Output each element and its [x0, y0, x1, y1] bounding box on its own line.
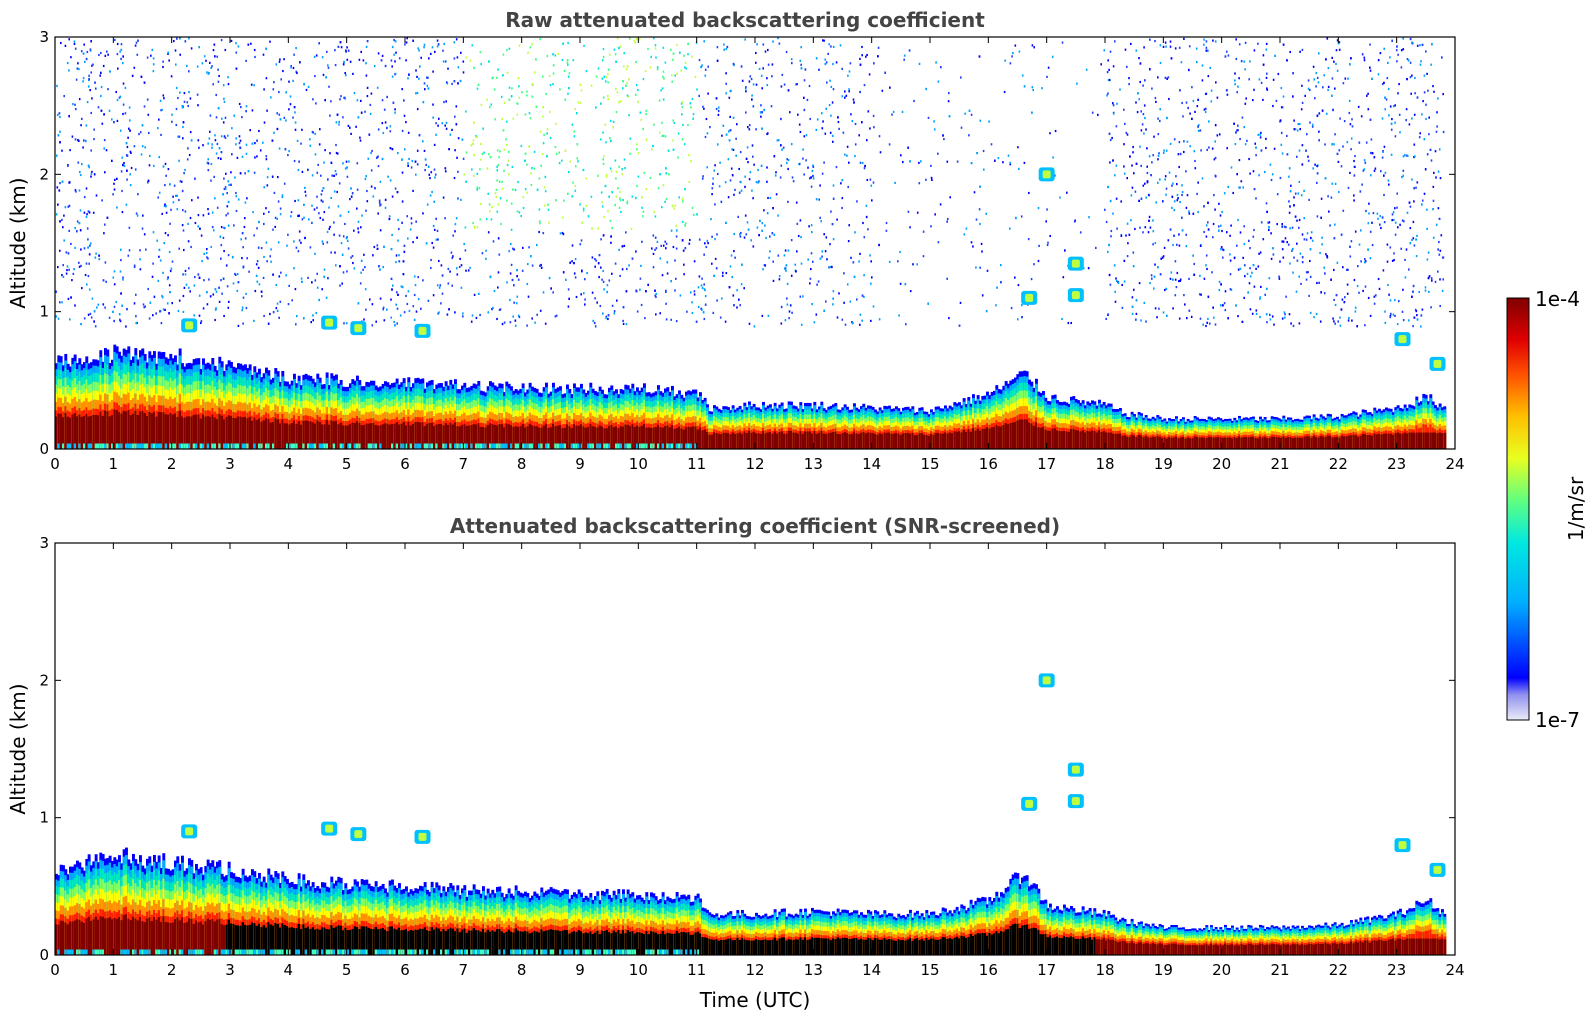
x-tick-label: 23 [1387, 961, 1406, 979]
x-axis-label: Time (UTC) [699, 988, 811, 1012]
x-tick-label: 19 [1154, 961, 1173, 979]
y-tick-label: 0 [39, 440, 49, 458]
x-tick-label: 11 [687, 455, 706, 473]
x-tick-label: 10 [629, 455, 648, 473]
x-tick-label: 1 [109, 455, 119, 473]
panel-title: Attenuated backscattering coefficient (S… [450, 514, 1060, 538]
snr-screened-panel: Attenuated backscattering coefficient (S… [6, 514, 1465, 1012]
colorbar-min-label: 1e-7 [1535, 708, 1580, 732]
x-tick-label: 15 [920, 455, 939, 473]
x-tick-label: 11 [687, 961, 706, 979]
y-tick-label: 3 [39, 534, 49, 552]
x-tick-label: 20 [1212, 455, 1231, 473]
x-tick-label: 6 [400, 961, 410, 979]
x-tick-label: 3 [225, 455, 235, 473]
x-tick-label: 17 [1037, 961, 1056, 979]
colorbar: 1e-4 1e-7 1/m/sr [1506, 287, 1588, 732]
x-axis-ticks: 0 1 2 3 4 5 6 7 8 9 10 11 12 13 14 15 16 17 18 19 20 21 22 23 24 [50, 37, 1465, 473]
cloud-patches [181, 167, 1446, 371]
x-tick-label: 14 [862, 455, 881, 473]
x-tick-label: 12 [745, 455, 764, 473]
x-tick-label: 4 [284, 455, 294, 473]
x-tick-label: 13 [804, 961, 823, 979]
x-tick-label: 9 [575, 961, 585, 979]
x-axis-ticks: 0 1 2 3 4 5 6 7 8 9 10 11 12 13 14 15 16 17 18 19 20 21 22 23 24 [50, 543, 1465, 979]
x-tick-label: 0 [50, 961, 60, 979]
x-tick-label: 14 [862, 961, 881, 979]
x-tick-label: 7 [459, 455, 469, 473]
heatmap-area [55, 673, 1447, 955]
x-tick-label: 22 [1329, 961, 1348, 979]
heatmap-area [55, 37, 1447, 449]
noise-speckle [55, 37, 1445, 328]
y-tick-label: 0 [39, 946, 49, 964]
x-tick-label: 18 [1095, 455, 1114, 473]
y-tick-label: 1 [39, 809, 49, 827]
x-tick-label: 1 [109, 961, 119, 979]
y-axis-label: Altitude (km) [6, 177, 30, 308]
x-tick-label: 3 [225, 961, 235, 979]
x-tick-label: 0 [50, 455, 60, 473]
x-tick-label: 13 [804, 455, 823, 473]
x-tick-label: 24 [1445, 961, 1464, 979]
x-tick-label: 16 [979, 961, 998, 979]
x-tick-label: 10 [629, 961, 648, 979]
x-tick-label: 17 [1037, 455, 1056, 473]
x-tick-label: 6 [400, 455, 410, 473]
x-tick-label: 19 [1154, 455, 1173, 473]
x-tick-label: 7 [459, 961, 469, 979]
x-tick-label: 8 [517, 455, 527, 473]
y-tick-label: 2 [39, 671, 49, 689]
boundary-layer [55, 344, 1447, 449]
x-tick-label: 5 [342, 961, 352, 979]
y-tick-label: 2 [39, 165, 49, 183]
boundary-layer [55, 847, 1447, 955]
y-axis-label: Altitude (km) [6, 683, 30, 814]
x-tick-label: 5 [342, 455, 352, 473]
x-tick-label: 4 [284, 961, 294, 979]
colorbar-gradient [1506, 297, 1530, 721]
raw-backscatter-panel: Raw attenuated backscattering coefficien… [6, 8, 1465, 473]
x-tick-label: 24 [1445, 455, 1464, 473]
panel-title: Raw attenuated backscattering coefficien… [505, 8, 985, 32]
x-tick-label: 2 [167, 455, 177, 473]
x-tick-label: 16 [979, 455, 998, 473]
x-tick-label: 21 [1270, 455, 1289, 473]
x-tick-label: 21 [1270, 961, 1289, 979]
x-tick-label: 20 [1212, 961, 1231, 979]
x-tick-label: 22 [1329, 455, 1348, 473]
x-tick-label: 23 [1387, 455, 1406, 473]
y-axis-ticks: 0 1 2 3 [39, 28, 1455, 458]
cloud-patches [181, 673, 1446, 877]
x-tick-label: 8 [517, 961, 527, 979]
x-tick-label: 2 [167, 961, 177, 979]
x-tick-label: 15 [920, 961, 939, 979]
y-tick-label: 1 [39, 303, 49, 321]
y-axis-ticks: 0 1 2 3 [39, 534, 1455, 964]
x-tick-label: 18 [1095, 961, 1114, 979]
x-tick-label: 12 [745, 961, 764, 979]
colorbar-unit-label: 1/m/sr [1564, 476, 1588, 541]
colorbar-max-label: 1e-4 [1535, 287, 1580, 311]
x-tick-label: 9 [575, 455, 585, 473]
y-tick-label: 3 [39, 28, 49, 46]
